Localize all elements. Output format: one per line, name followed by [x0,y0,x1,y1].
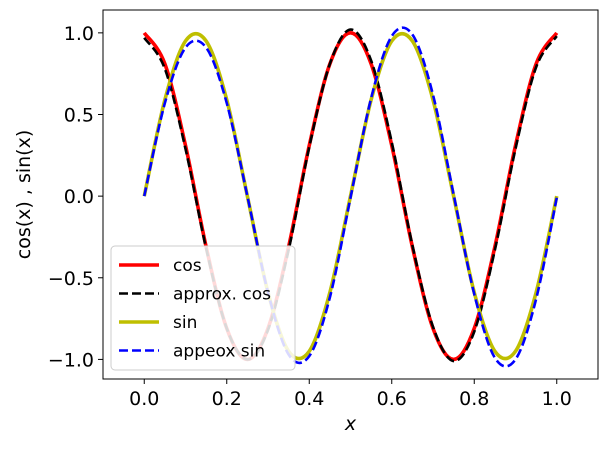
x-tick-label: 0.8 [459,388,489,410]
plot-frame [102,9,599,380]
x-tick-label: 0.6 [377,388,407,410]
legend-label-approx-cos: approx. cos [173,285,271,305]
y-axis-label: cos(x) , sin(x) [13,130,35,259]
y-tick-label: 0.0 [64,186,94,208]
legend-label-cos: cos [173,256,202,276]
y-tick-label: 1.0 [64,23,94,45]
y-axis-ticks: −1.0 −0.5 0.0 0.5 1.0 [48,23,103,371]
x-axis-label: x [344,413,357,435]
x-axis-ticks: 0.0 0.2 0.4 0.6 0.8 1.0 [129,379,572,410]
legend: cos approx. cos sin appeox sin [110,245,296,371]
y-tick-label: 0.5 [64,104,94,126]
y-tick-label: −0.5 [48,268,94,290]
x-tick-label: 1.0 [542,388,572,410]
legend-box [110,245,296,371]
legend-label-appeox-sin: appeox sin [173,342,265,362]
legend-label-sin: sin [173,313,197,333]
series-line-appeox-sin [142,26,559,368]
x-tick-label: 0.4 [294,388,324,410]
y-tick-label: −1.0 [48,349,94,371]
x-tick-label: 0.2 [212,388,242,410]
x-tick-label: 0.0 [129,388,159,410]
